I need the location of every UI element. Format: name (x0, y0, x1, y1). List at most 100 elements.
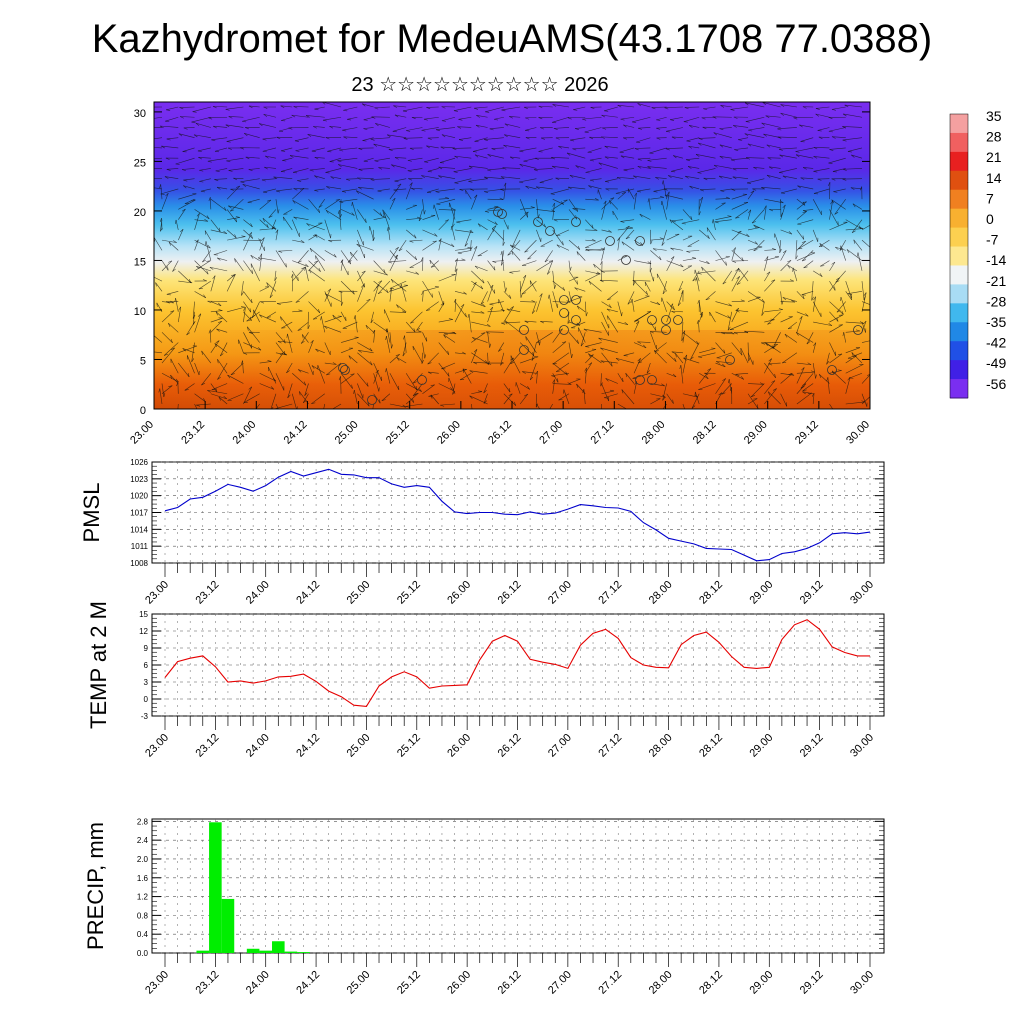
wind-arrowhead (280, 171, 286, 173)
wind-arrow (311, 393, 325, 404)
wind-arrowhead (182, 169, 186, 172)
wind-arrowhead (424, 354, 427, 359)
wind-arrowhead (243, 307, 246, 311)
wind-arrow (350, 251, 358, 261)
wind-arrow (471, 321, 491, 327)
wind-arrow (308, 198, 320, 213)
wind-arrow (686, 250, 700, 252)
wind-arrow (813, 156, 830, 159)
wind-arrow (782, 352, 798, 364)
wind-arrowhead (163, 392, 166, 398)
wind-arrowhead (371, 417, 373, 420)
wind-arrowhead (378, 280, 383, 283)
wind-arrowhead (191, 358, 195, 363)
wind-arrowhead (643, 344, 647, 349)
wind-arrow (734, 147, 749, 150)
wind-arrow (845, 321, 864, 324)
wind-arrowhead (847, 293, 852, 295)
wind-arrowhead (699, 196, 703, 201)
wind-arrow (332, 403, 342, 409)
wind-arrowhead (534, 157, 539, 160)
wind-arrowhead (779, 172, 784, 174)
wind-arrow (523, 157, 537, 162)
wind-arrowhead (567, 186, 572, 190)
wind-arrow (356, 190, 374, 200)
wind-arrow (229, 198, 244, 212)
wind-arrowhead (314, 234, 318, 238)
wind-arrowhead (802, 259, 807, 262)
wind-arrow (715, 256, 730, 261)
wind-arrowhead (434, 233, 438, 237)
calm-wind-marker (519, 345, 529, 355)
wind-arrow (709, 311, 716, 323)
wind-arrowhead (361, 103, 366, 107)
wind-arrowhead (850, 187, 855, 190)
wind-arrowhead (670, 256, 675, 260)
wind-arrowhead (802, 295, 805, 300)
wind-arrow (525, 127, 537, 131)
wind-arrowhead (394, 157, 399, 160)
wind-arrow (598, 162, 618, 169)
wind-arrowhead (664, 194, 669, 198)
wind-arrow (163, 342, 179, 356)
wind-arrow (851, 219, 863, 233)
wind-arrowhead (509, 244, 513, 249)
wind-arrowhead (483, 400, 487, 404)
wind-arrow (599, 279, 618, 282)
wind-arrowhead (767, 322, 772, 325)
wind-arrow (538, 147, 553, 152)
wind-arrow (552, 379, 555, 394)
wind-arrow (217, 257, 228, 261)
wind-arrowhead (741, 257, 744, 262)
wind-arrow (166, 106, 179, 111)
wind-arrow (780, 373, 793, 384)
wind-arrowhead (802, 383, 807, 386)
wind-arrowhead (470, 246, 473, 251)
wind-arrow (396, 357, 407, 364)
wind-arrow (487, 310, 505, 313)
wind-arrowhead (385, 368, 387, 373)
wind-arrow (731, 268, 739, 282)
wind-arrow (764, 362, 776, 379)
wind-arrow (715, 202, 726, 210)
wind-arrowhead (704, 372, 709, 376)
wind-arrow (243, 301, 252, 313)
wind-arrowhead (249, 308, 252, 313)
wind-arrowhead (647, 198, 650, 203)
wind-arrowhead (662, 290, 666, 295)
y-tick-label: -3 (141, 712, 149, 721)
wind-arrowhead (453, 298, 457, 303)
wind-arrowhead (628, 226, 633, 229)
wind-arrowhead (662, 394, 666, 398)
y-tick-label: 0 (144, 695, 149, 704)
wind-arrowhead (789, 279, 794, 282)
wind-arrowhead (503, 144, 507, 148)
wind-arrow (623, 352, 635, 356)
wind-arrowhead (250, 299, 253, 304)
wind-arrow (632, 116, 651, 123)
wind-arrow (205, 241, 212, 261)
y-tick-label: 1023 (130, 475, 148, 484)
wind-arrow (730, 106, 749, 110)
wind-arrowhead (856, 252, 859, 257)
wind-arrowhead (277, 209, 280, 214)
wind-arrowhead (218, 309, 223, 311)
wind-arrow (427, 352, 439, 365)
wind-arrow (522, 260, 537, 266)
wind-arrowhead (731, 188, 736, 191)
x-tick-label: 24.12 (294, 732, 322, 760)
wind-arrow (275, 332, 286, 344)
wind-arrowhead (467, 246, 472, 249)
y-tick-label: 20 (134, 207, 146, 219)
wind-arrowhead (604, 110, 609, 112)
wind-arrow (669, 219, 684, 231)
wind-arrowhead (245, 156, 250, 160)
wind-arrowhead (226, 160, 231, 163)
wind-arrow (818, 136, 830, 139)
wind-arrowhead (281, 150, 286, 152)
wind-arrow (731, 276, 740, 292)
wind-arrow (313, 126, 325, 128)
wind-arrow (829, 182, 831, 200)
wind-arrow (161, 310, 175, 323)
